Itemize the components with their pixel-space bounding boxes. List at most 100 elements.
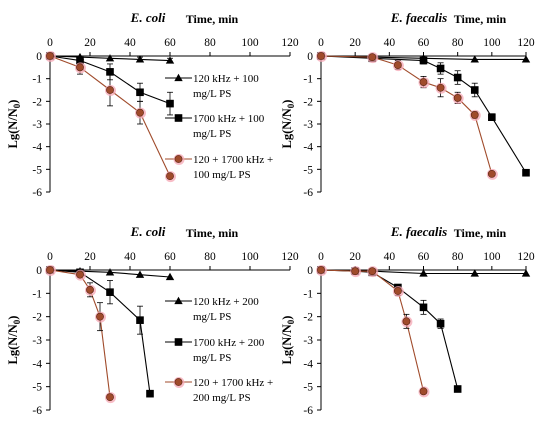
x-tick-label: 20 <box>84 251 96 263</box>
data-point <box>419 56 428 65</box>
x-tick-label: 0 <box>47 37 53 49</box>
legend-entry-label: 1700 kHz + 200 <box>193 337 265 349</box>
y-tick-label: -5 <box>32 164 42 176</box>
y-axis-label-close: ) <box>280 316 294 320</box>
data-point <box>521 269 531 277</box>
legend-entry-label: 200 mg/L PS <box>193 392 251 404</box>
y-tick-label: -3 <box>32 119 42 131</box>
chart-panel-4: E. faecalis Time, min 0 20 40 60 80 100 120 0 -1 -2… <box>280 224 535 417</box>
legend-marker <box>174 155 183 163</box>
data-point <box>106 86 114 94</box>
legend-entry-label: 1700 kHz + 100 <box>193 113 265 125</box>
data-point <box>46 52 54 60</box>
series-circle <box>316 265 430 398</box>
data-point <box>453 94 462 102</box>
y-tick-label: 0 <box>307 51 313 63</box>
series-line <box>49 269 151 394</box>
y-axis-label-main: Lg(N/N <box>6 108 20 148</box>
data-point <box>136 316 144 324</box>
series-line <box>320 55 493 175</box>
y-tick-label: -1 <box>303 288 313 300</box>
legend-entry-label: 120 kHz + 100 <box>193 73 259 85</box>
chart-title: E. coli <box>130 10 166 25</box>
data-point <box>317 266 325 274</box>
x-tick-label: 20 <box>349 251 361 263</box>
y-tick-label: -1 <box>32 288 42 300</box>
series-square <box>46 266 154 398</box>
data-point <box>165 272 175 281</box>
y-tick-label: 0 <box>36 265 42 277</box>
series-line <box>49 269 111 398</box>
y-tick-label: -3 <box>303 335 313 347</box>
y-tick-label: -2 <box>303 96 313 108</box>
data-point <box>46 266 54 274</box>
y-tick-label: -6 <box>303 187 313 199</box>
data-point <box>393 287 402 295</box>
x-axis-label: Time, min <box>454 226 507 240</box>
y-tick-label: -4 <box>303 358 313 370</box>
data-point <box>135 270 145 278</box>
data-point <box>436 64 445 73</box>
y-axis-label: Lg(N/N0) <box>6 316 22 365</box>
data-point <box>436 319 445 328</box>
y-tick-label: -4 <box>32 142 42 154</box>
legend-marker <box>174 73 183 82</box>
y-tick-label: -4 <box>32 358 42 370</box>
x-tick-label: 60 <box>164 251 176 263</box>
data-point <box>402 317 411 326</box>
data-point <box>165 56 175 64</box>
x-tick-label: 80 <box>204 251 216 263</box>
data-point <box>393 61 402 69</box>
legend-entry-label: mg/L PS <box>193 88 231 100</box>
y-tick-label: -1 <box>32 74 42 86</box>
y-tick-label: -5 <box>32 382 42 394</box>
data-point <box>368 267 377 276</box>
data-point <box>106 288 114 296</box>
x-tick-label: 40 <box>124 251 136 263</box>
x-tick-label: 80 <box>452 251 464 263</box>
legend-entry-label: 100 mg/L PS <box>193 169 251 181</box>
y-tick-label: -5 <box>303 382 313 394</box>
y-axis-label-main: Lg(N/N <box>6 324 20 364</box>
data-point <box>419 387 428 396</box>
y-axis-label-main: Lg(N/N <box>280 324 294 364</box>
legend-marker <box>174 296 183 305</box>
data-point <box>106 68 114 76</box>
y-tick-label: -4 <box>303 142 313 154</box>
data-point <box>136 108 144 117</box>
x-tick-label: 60 <box>418 251 430 263</box>
series-circle <box>316 51 498 180</box>
legend: 120 kHz + 100 mg/L PS 1700 kHz + 100 mg/L P… <box>165 73 273 181</box>
chart-title: E. coli <box>130 224 166 239</box>
x-tick-label: 60 <box>418 37 430 49</box>
data-point <box>86 285 94 294</box>
series-circle <box>45 51 176 183</box>
data-point <box>146 389 154 398</box>
series-circle <box>45 265 116 404</box>
x-axis-label: Time, min <box>186 12 239 26</box>
x-tick-label: 100 <box>483 37 501 49</box>
data-point <box>470 86 479 94</box>
y-tick-label: -2 <box>303 312 313 324</box>
series-square <box>317 266 462 393</box>
data-point <box>136 88 144 97</box>
legend-entry-label: 120 kHz + 200 <box>193 296 259 308</box>
chart-title: E. faecalis <box>390 224 447 239</box>
x-tick-label: 40 <box>124 37 136 49</box>
data-point <box>96 312 104 321</box>
chart-title: E. faecalis <box>390 10 447 25</box>
y-tick-label: -3 <box>32 335 42 347</box>
series-line <box>320 55 527 174</box>
legend-marker <box>174 114 183 122</box>
chart-panel-2: E. faecalis Time, min 0 20 40 60 80 100 120 0 -1 -2… <box>280 10 535 199</box>
series-square <box>317 52 530 177</box>
x-tick-label: 0 <box>318 251 324 263</box>
data-point <box>419 303 428 312</box>
legend-marker <box>174 338 183 346</box>
y-tick-label: 0 <box>36 51 42 63</box>
legend-entry-label: 120 + 1700 kHz + <box>193 377 273 389</box>
y-axis-label-subscript: 0 <box>12 103 22 108</box>
data-point <box>351 267 360 276</box>
x-tick-label: 80 <box>204 37 216 49</box>
